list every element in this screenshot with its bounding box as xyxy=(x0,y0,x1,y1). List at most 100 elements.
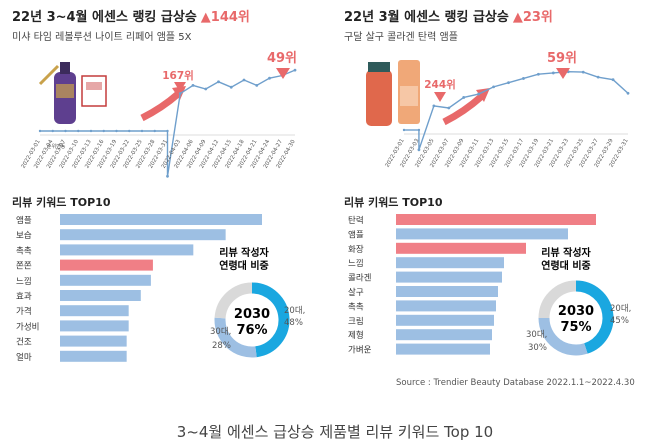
product-image xyxy=(366,60,420,126)
data-point xyxy=(507,81,510,85)
data-point xyxy=(140,129,144,133)
donut-center-value: 2030 xyxy=(234,307,270,322)
donut-center-value: 2030 xyxy=(558,304,594,319)
donut-title-line1: 리뷰 작성자 xyxy=(219,246,269,259)
donut-label-30s: 30대, xyxy=(526,330,547,340)
keyword-label: 크림 xyxy=(348,316,364,327)
keyword-label: 살구 xyxy=(348,288,364,298)
panel-title: 22년 3월 에센스 랭킹 급상승 ▲23위 xyxy=(344,10,553,25)
keyword-bar xyxy=(60,350,127,362)
data-point xyxy=(166,129,169,133)
donut-label-20s-pct: 48% xyxy=(284,318,303,328)
keyword-bar xyxy=(60,335,127,347)
keyword-bar xyxy=(60,320,129,332)
data-point xyxy=(204,87,208,91)
donut-label-30s: 30대, xyxy=(210,327,231,337)
donut-title-line2: 연령대 비중 xyxy=(219,259,268,272)
keyword-bar xyxy=(396,329,492,341)
data-point xyxy=(477,92,481,96)
rank-start-label: 244위 xyxy=(424,78,456,91)
keyword-bar xyxy=(396,228,568,240)
data-point xyxy=(537,72,540,76)
data-point xyxy=(229,85,233,89)
keyword-label: 느낌 xyxy=(348,258,364,269)
source-note: Source : Trendier Beauty Database 2022.1… xyxy=(396,378,635,388)
donut-label-20s-pct: 45% xyxy=(610,316,629,326)
data-point xyxy=(293,68,297,72)
rank-series-line xyxy=(418,70,629,151)
marker-down-icon xyxy=(174,82,186,92)
data-point xyxy=(64,129,67,133)
keyword-bar xyxy=(396,242,526,254)
keyword-bar xyxy=(396,271,502,283)
data-point xyxy=(77,129,80,133)
donut-label-30s-pct: 30% xyxy=(528,343,547,353)
data-point xyxy=(417,128,421,132)
data-point xyxy=(462,96,466,99)
data-point xyxy=(115,129,118,133)
keyword-label: 앰플 xyxy=(16,215,32,226)
donut-center-percent: 75% xyxy=(560,320,591,335)
product-name: 미샤 타임 레볼루션 나이트 리페어 앰플 5X xyxy=(12,32,192,43)
rank-change: ▲144위 xyxy=(200,10,250,25)
keyword-label: 쫀쫀 xyxy=(16,262,32,272)
keyword-bar xyxy=(396,343,490,355)
data-point xyxy=(166,174,169,178)
donut-title-line1: 리뷰 작성자 xyxy=(541,246,591,259)
keyword-label: 가성비 xyxy=(16,322,39,332)
donut-label-30s-pct: 28% xyxy=(212,341,231,351)
donut-slice xyxy=(214,317,257,358)
donut-label-20s: 20대, xyxy=(610,304,631,314)
keyword-bar xyxy=(396,300,496,312)
keyword-label: 화장 xyxy=(348,244,364,255)
donut-title-line2: 연령대 비중 xyxy=(541,259,590,272)
data-point xyxy=(217,80,220,84)
product-image xyxy=(38,62,107,124)
donut-slice xyxy=(214,282,253,319)
data-point xyxy=(128,129,131,133)
keyword-label: 보습 xyxy=(16,231,32,241)
data-point xyxy=(626,91,630,95)
keyword-label: 건조 xyxy=(16,337,32,348)
panel-title: 22년 3~4월 에센스 랭킹 급상승 ▲144위 xyxy=(12,10,250,25)
rank-change: ▲23위 xyxy=(512,10,553,25)
rank-end-label: 49위 xyxy=(267,51,297,66)
keyword-bar xyxy=(60,214,262,225)
marker-down-icon xyxy=(556,68,570,79)
donut-slice xyxy=(538,280,577,319)
keyword-label: 콜라겐 xyxy=(348,274,372,284)
keyword-label: 가격 xyxy=(16,306,32,317)
chart-left: 2022-03-012022-03-042022-03-072022-03-10… xyxy=(16,51,305,363)
keyword-title: 리뷰 키워드 TOP10 xyxy=(344,196,443,209)
data-point xyxy=(432,104,436,108)
keyword-bar xyxy=(60,274,151,286)
data-point xyxy=(417,148,421,152)
data-point xyxy=(255,84,259,87)
rank-series-line xyxy=(166,69,296,177)
data-point xyxy=(102,129,105,133)
donut-center-percent: 76% xyxy=(236,323,267,338)
marker-down-icon xyxy=(434,92,446,102)
donut-slice xyxy=(251,282,290,358)
data-point xyxy=(596,75,600,79)
keyword-label: 효과 xyxy=(16,292,32,302)
panel-left: 22년 3~4월 에센스 랭킹 급상승 ▲144위 미샤 타임 레볼루션 나이트 … xyxy=(12,0,332,390)
rank-end-label: 59위 xyxy=(547,51,577,66)
data-point xyxy=(89,129,93,133)
data-point xyxy=(522,77,525,80)
data-point xyxy=(191,84,195,87)
keyword-label: 촉촉 xyxy=(348,302,364,312)
keyword-bar xyxy=(60,259,153,271)
keyword-label: 탄력 xyxy=(348,215,364,226)
figure-caption: 3~4월 에센스 급상승 제품별 리뷰 키워드 Top 10 xyxy=(176,423,494,441)
data-point xyxy=(178,92,182,95)
data-point xyxy=(447,106,451,110)
keyword-bar xyxy=(60,244,194,256)
data-point xyxy=(611,78,615,82)
data-point xyxy=(402,128,406,132)
chart-right: 2022-03-012022-03-032022-03-052022-03-07… xyxy=(348,51,631,356)
keyword-title: 리뷰 키워드 TOP10 xyxy=(12,196,111,209)
data-point xyxy=(153,129,156,133)
data-point xyxy=(551,71,555,75)
marker-down-icon xyxy=(276,68,290,79)
